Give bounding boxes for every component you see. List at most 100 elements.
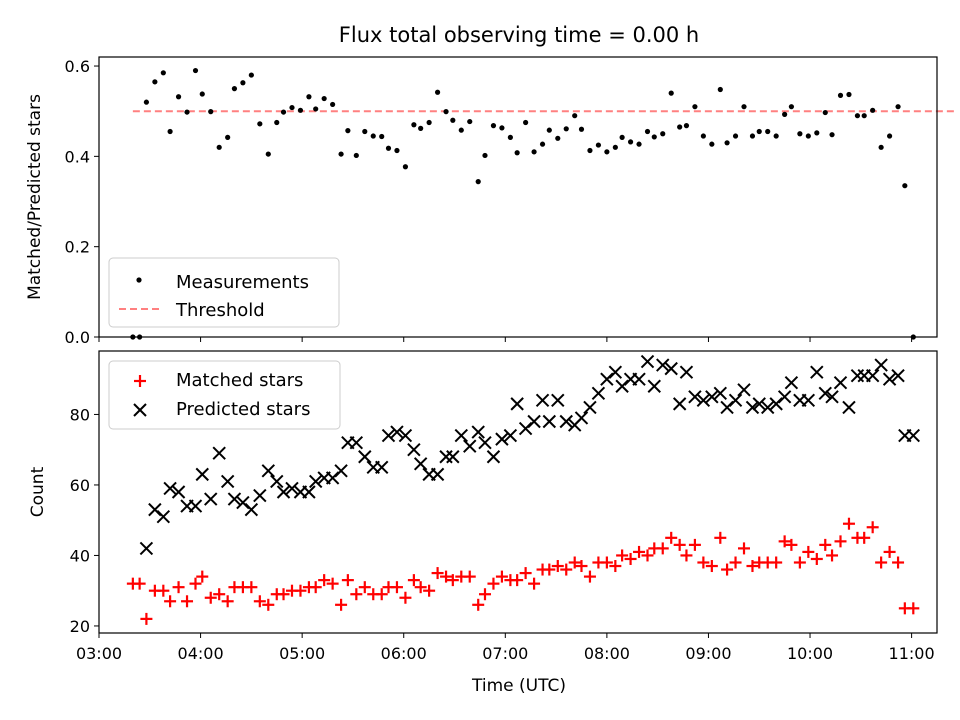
matched-point bbox=[568, 556, 581, 569]
matched-point bbox=[543, 563, 556, 576]
measurement-point bbox=[604, 149, 610, 155]
legend-threshold-label: Threshold bbox=[175, 300, 265, 321]
matched-point bbox=[318, 574, 331, 587]
measurement-point bbox=[225, 134, 231, 140]
matched-point bbox=[358, 581, 371, 594]
matched-point bbox=[221, 595, 234, 608]
matched-point bbox=[140, 612, 153, 625]
predicted-point bbox=[818, 386, 832, 401]
count-y-tick-label: 60 bbox=[70, 476, 90, 495]
predicted-point bbox=[285, 481, 299, 496]
matched-point bbox=[414, 581, 427, 594]
predicted-point bbox=[430, 467, 445, 482]
matched-point bbox=[624, 552, 637, 565]
matched-point bbox=[819, 538, 832, 551]
measurement-point bbox=[345, 128, 351, 134]
matched-point bbox=[309, 581, 322, 594]
predicted-point bbox=[752, 397, 766, 411]
ratio-y-tick-label: 0.2 bbox=[65, 238, 90, 257]
measurement-point bbox=[443, 109, 449, 115]
x-tick-label: 07:00 bbox=[482, 644, 528, 663]
matched-point bbox=[245, 581, 258, 594]
measurement-point bbox=[306, 94, 312, 100]
matched-point bbox=[892, 556, 905, 569]
matched-point bbox=[785, 538, 798, 551]
x-tick-label: 08:00 bbox=[584, 644, 630, 663]
matched-point bbox=[616, 549, 629, 562]
predicted-point bbox=[478, 435, 492, 450]
predicted-point bbox=[510, 397, 524, 411]
count-panel: 20 40 60 80 03:00 04:00 05:00 06:00 07:00 08:00 09… bbox=[28, 350, 938, 696]
matched-point bbox=[738, 542, 751, 555]
predicted-point bbox=[308, 474, 323, 489]
matched-point bbox=[446, 574, 459, 587]
measurement-point bbox=[773, 133, 779, 139]
matched-point bbox=[164, 595, 177, 608]
matched-point bbox=[688, 538, 701, 551]
matched-point bbox=[294, 584, 307, 597]
measurement-point bbox=[636, 141, 642, 147]
predicted-point bbox=[632, 372, 646, 386]
predicted-point bbox=[503, 428, 518, 443]
measurement-point bbox=[467, 118, 473, 125]
measurement-point bbox=[482, 152, 488, 159]
measurement-point bbox=[644, 128, 651, 135]
ratio-legend-box bbox=[108, 257, 340, 328]
matched-point bbox=[600, 556, 613, 569]
matched-point bbox=[463, 570, 476, 583]
matched-point bbox=[262, 598, 275, 611]
measurement-point bbox=[175, 94, 182, 100]
measurement-point bbox=[732, 133, 739, 139]
matched-point bbox=[810, 552, 823, 565]
matched-point bbox=[335, 598, 348, 611]
measurement-point bbox=[587, 147, 593, 154]
predicted-point bbox=[244, 502, 259, 517]
matched-point bbox=[575, 560, 588, 573]
predicted-point bbox=[188, 499, 203, 513]
measurement-point bbox=[846, 91, 852, 98]
measurement-point bbox=[878, 144, 884, 150]
matched-point bbox=[431, 567, 444, 580]
predicted-point bbox=[446, 450, 460, 464]
matched-point bbox=[633, 545, 646, 558]
matched-point bbox=[746, 560, 759, 573]
measurement-point bbox=[627, 139, 634, 145]
matched-point bbox=[213, 588, 226, 601]
predicted-point bbox=[647, 379, 661, 393]
matched-point bbox=[665, 531, 678, 544]
predicted-point bbox=[737, 383, 751, 397]
predicted-point bbox=[608, 365, 623, 379]
matched-point bbox=[793, 556, 806, 569]
matched-point bbox=[721, 563, 734, 576]
measurement-point bbox=[208, 109, 214, 115]
matched-point bbox=[866, 521, 879, 534]
measurement-point bbox=[240, 80, 246, 86]
measurement-point bbox=[330, 101, 336, 108]
measurement-point bbox=[870, 107, 876, 113]
matched-point bbox=[673, 538, 686, 551]
measurement-point bbox=[143, 99, 150, 105]
legend-measurements-label: Measurements bbox=[176, 272, 309, 293]
measurement-point bbox=[886, 133, 893, 139]
matched-point bbox=[583, 570, 596, 583]
measurement-point bbox=[612, 144, 618, 150]
matched-point bbox=[350, 588, 363, 601]
predicted-point bbox=[261, 464, 276, 478]
count-y-tick-label: 20 bbox=[70, 617, 90, 636]
predicted-point bbox=[720, 400, 734, 415]
predicted-point bbox=[375, 460, 389, 475]
measurement-point bbox=[297, 107, 304, 113]
matched-point bbox=[641, 549, 654, 562]
measurement-point bbox=[724, 140, 730, 146]
measurement-point bbox=[902, 183, 908, 189]
predicted-point bbox=[349, 435, 364, 450]
predicted-point bbox=[640, 354, 655, 369]
predicted-point bbox=[874, 358, 888, 372]
matched-point bbox=[157, 584, 170, 597]
matched-point bbox=[560, 563, 573, 576]
measurement-point bbox=[677, 124, 683, 130]
measurement-point bbox=[668, 90, 674, 96]
predicted-point bbox=[527, 414, 541, 429]
measurement-point bbox=[717, 86, 723, 93]
predicted-point bbox=[463, 439, 477, 453]
